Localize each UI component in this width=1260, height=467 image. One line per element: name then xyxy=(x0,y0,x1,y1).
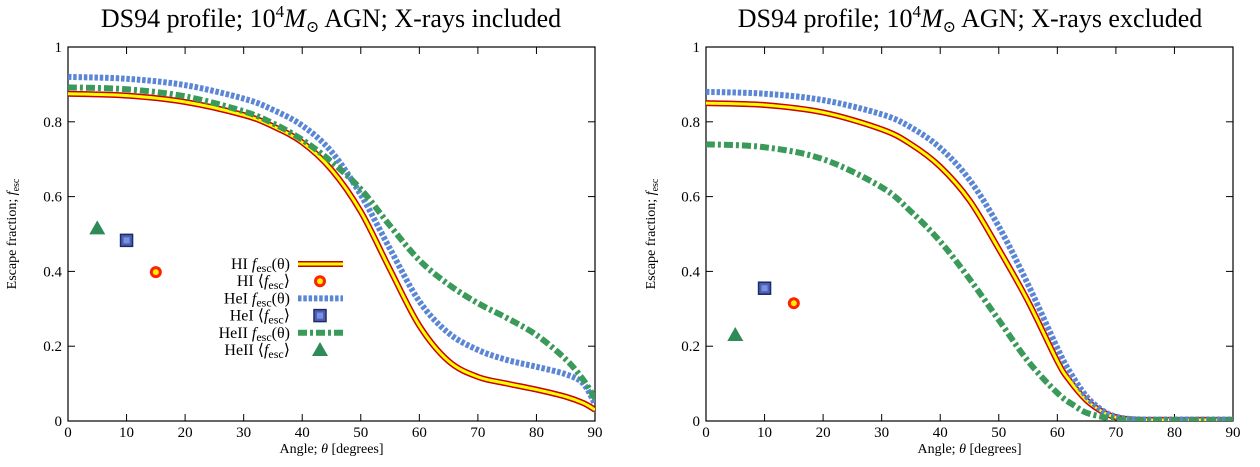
y-tick-label: 0.2 xyxy=(681,339,700,355)
y-tick-label: 0.6 xyxy=(681,190,700,206)
x-tick-label: 0 xyxy=(702,425,710,441)
x-tick-label: 90 xyxy=(1226,425,1241,441)
hei-fesc-line xyxy=(68,73,595,406)
plot-frame xyxy=(67,46,596,422)
x-tick-label: 80 xyxy=(529,425,544,441)
x-axis-label: Angle; θ [degrees] xyxy=(279,442,383,457)
x-tick-label: 60 xyxy=(1050,425,1065,441)
y-tick-label: 0.4 xyxy=(43,264,62,280)
x-tick-label: 50 xyxy=(353,425,368,441)
x-tick-label: 10 xyxy=(757,425,772,441)
hi-fesc-line xyxy=(68,92,595,412)
y-tick-label: 1 xyxy=(55,40,63,56)
hi-mean-fesc-point-legend-center xyxy=(317,278,323,285)
plot-area xyxy=(706,88,1233,421)
y-axis-label: Escape fraction; fesc xyxy=(644,178,661,289)
x-tick-label: 80 xyxy=(1167,425,1182,441)
heii-fesc-line xyxy=(68,84,595,401)
hi-mean-fesc-point-center xyxy=(790,300,797,307)
chart-panel-1: DS94 profile; 104M⊙ AGN; X-rays included… xyxy=(5,2,603,457)
x-tick-label: 50 xyxy=(991,425,1006,441)
y-axis-label: Escape fraction; fesc xyxy=(5,178,22,289)
x-tick-label: 20 xyxy=(816,425,831,441)
chart-panel-2: DS94 profile; 104M⊙ AGN; X-rays excluded… xyxy=(644,2,1241,457)
x-tick-label: 70 xyxy=(470,425,485,441)
legend-label: HeI ⟨fesc⟩ xyxy=(230,308,290,327)
y-tick-label: 0.6 xyxy=(43,190,62,206)
plot-area xyxy=(68,73,595,413)
legend-label: HI ⟨fesc⟩ xyxy=(237,273,290,292)
legend-label: HeII fesc(θ) xyxy=(219,325,290,344)
x-axis-label: Angle; θ [degrees] xyxy=(917,442,1021,457)
x-tick-label: 0 xyxy=(64,425,72,441)
y-tick-label: 0.4 xyxy=(681,264,700,280)
hei-mean-fesc-point-legend-center xyxy=(317,312,323,319)
hei-mean-fesc-point-center xyxy=(761,285,768,292)
heii-fesc-line xyxy=(706,141,1233,421)
heii-mean-fesc-point-legend xyxy=(312,342,328,356)
y-tick-label: 1 xyxy=(693,40,701,56)
chart-title: DS94 profile; 104M⊙ AGN; X-rays included xyxy=(101,2,561,36)
x-tick-label: 30 xyxy=(874,425,889,441)
heii-mean-fesc-point xyxy=(89,220,106,235)
x-tick-label: 90 xyxy=(588,425,603,441)
y-tick-label: 0.8 xyxy=(43,115,62,131)
legend-label: HeI fesc(θ) xyxy=(224,290,290,309)
y-tick-label: 0 xyxy=(693,414,701,430)
x-tick-label: 40 xyxy=(933,425,948,441)
hei-fesc-line xyxy=(706,88,1233,421)
y-tick-label: 0.2 xyxy=(43,339,62,355)
y-tick-label: 0 xyxy=(55,414,63,430)
legend-label: HeII ⟨fesc⟩ xyxy=(224,342,290,361)
hi-mean-fesc-point-center xyxy=(152,269,159,276)
x-tick-label: 70 xyxy=(1108,425,1123,441)
y-tick-label: 0.8 xyxy=(681,115,700,131)
hei-mean-fesc-point-center xyxy=(123,237,130,244)
plot-frame xyxy=(705,46,1234,422)
x-tick-label: 10 xyxy=(119,425,134,441)
legend: HI fesc(θ)HI ⟨fesc⟩HeI fesc(θ)HeI ⟨fesc⟩… xyxy=(219,256,343,361)
x-tick-label: 40 xyxy=(295,425,310,441)
x-tick-label: 20 xyxy=(178,425,193,441)
x-tick-label: 60 xyxy=(412,425,427,441)
heii-mean-fesc-point xyxy=(727,326,744,341)
legend-label: HI fesc(θ) xyxy=(231,256,290,275)
x-tick-label: 30 xyxy=(236,425,251,441)
chart-title: DS94 profile; 104M⊙ AGN; X-rays excluded xyxy=(738,2,1203,36)
